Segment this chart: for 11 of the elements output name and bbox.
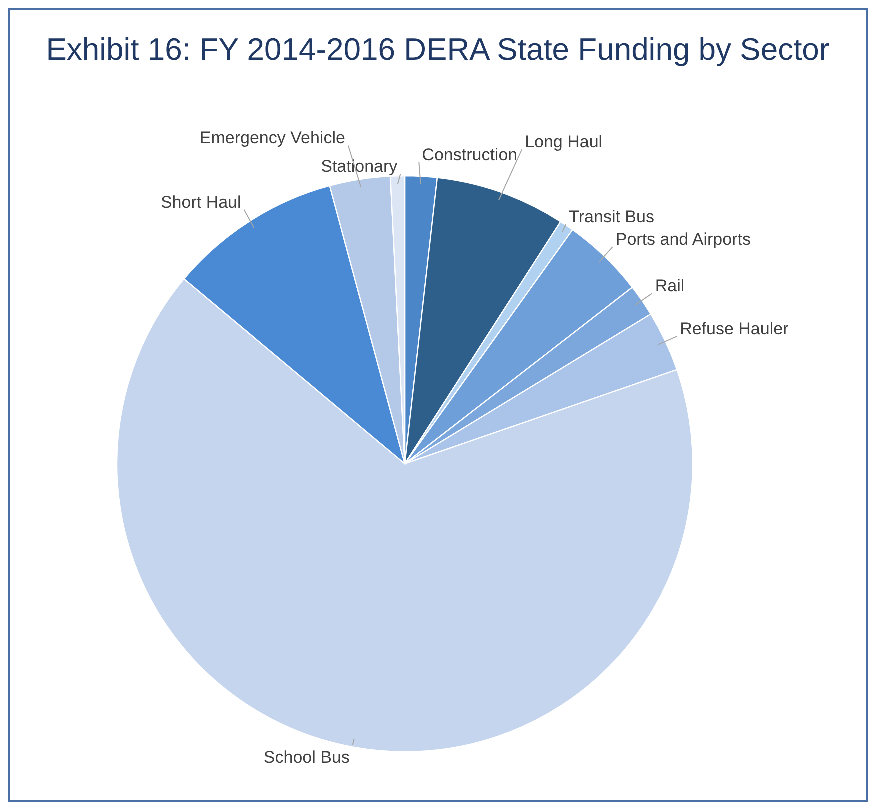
slice-label: Refuse Hauler	[680, 320, 790, 339]
slice-label: Rail	[655, 276, 685, 296]
slice-label: Construction	[422, 145, 518, 164]
chart-title: Exhibit 16: FY 2014-2016 DERA State Funding by Sector	[46, 32, 830, 67]
slice-label: Stationary	[321, 157, 398, 176]
slice-label: Ports and Airports	[616, 230, 751, 250]
slice-label: School Bus	[264, 748, 350, 767]
slice-label: Emergency Vehicle	[200, 128, 346, 148]
slice-label: Short Haul	[160, 192, 242, 212]
slice-label: Transit Bus	[569, 207, 654, 226]
slice-label: Long Haul	[525, 132, 603, 152]
